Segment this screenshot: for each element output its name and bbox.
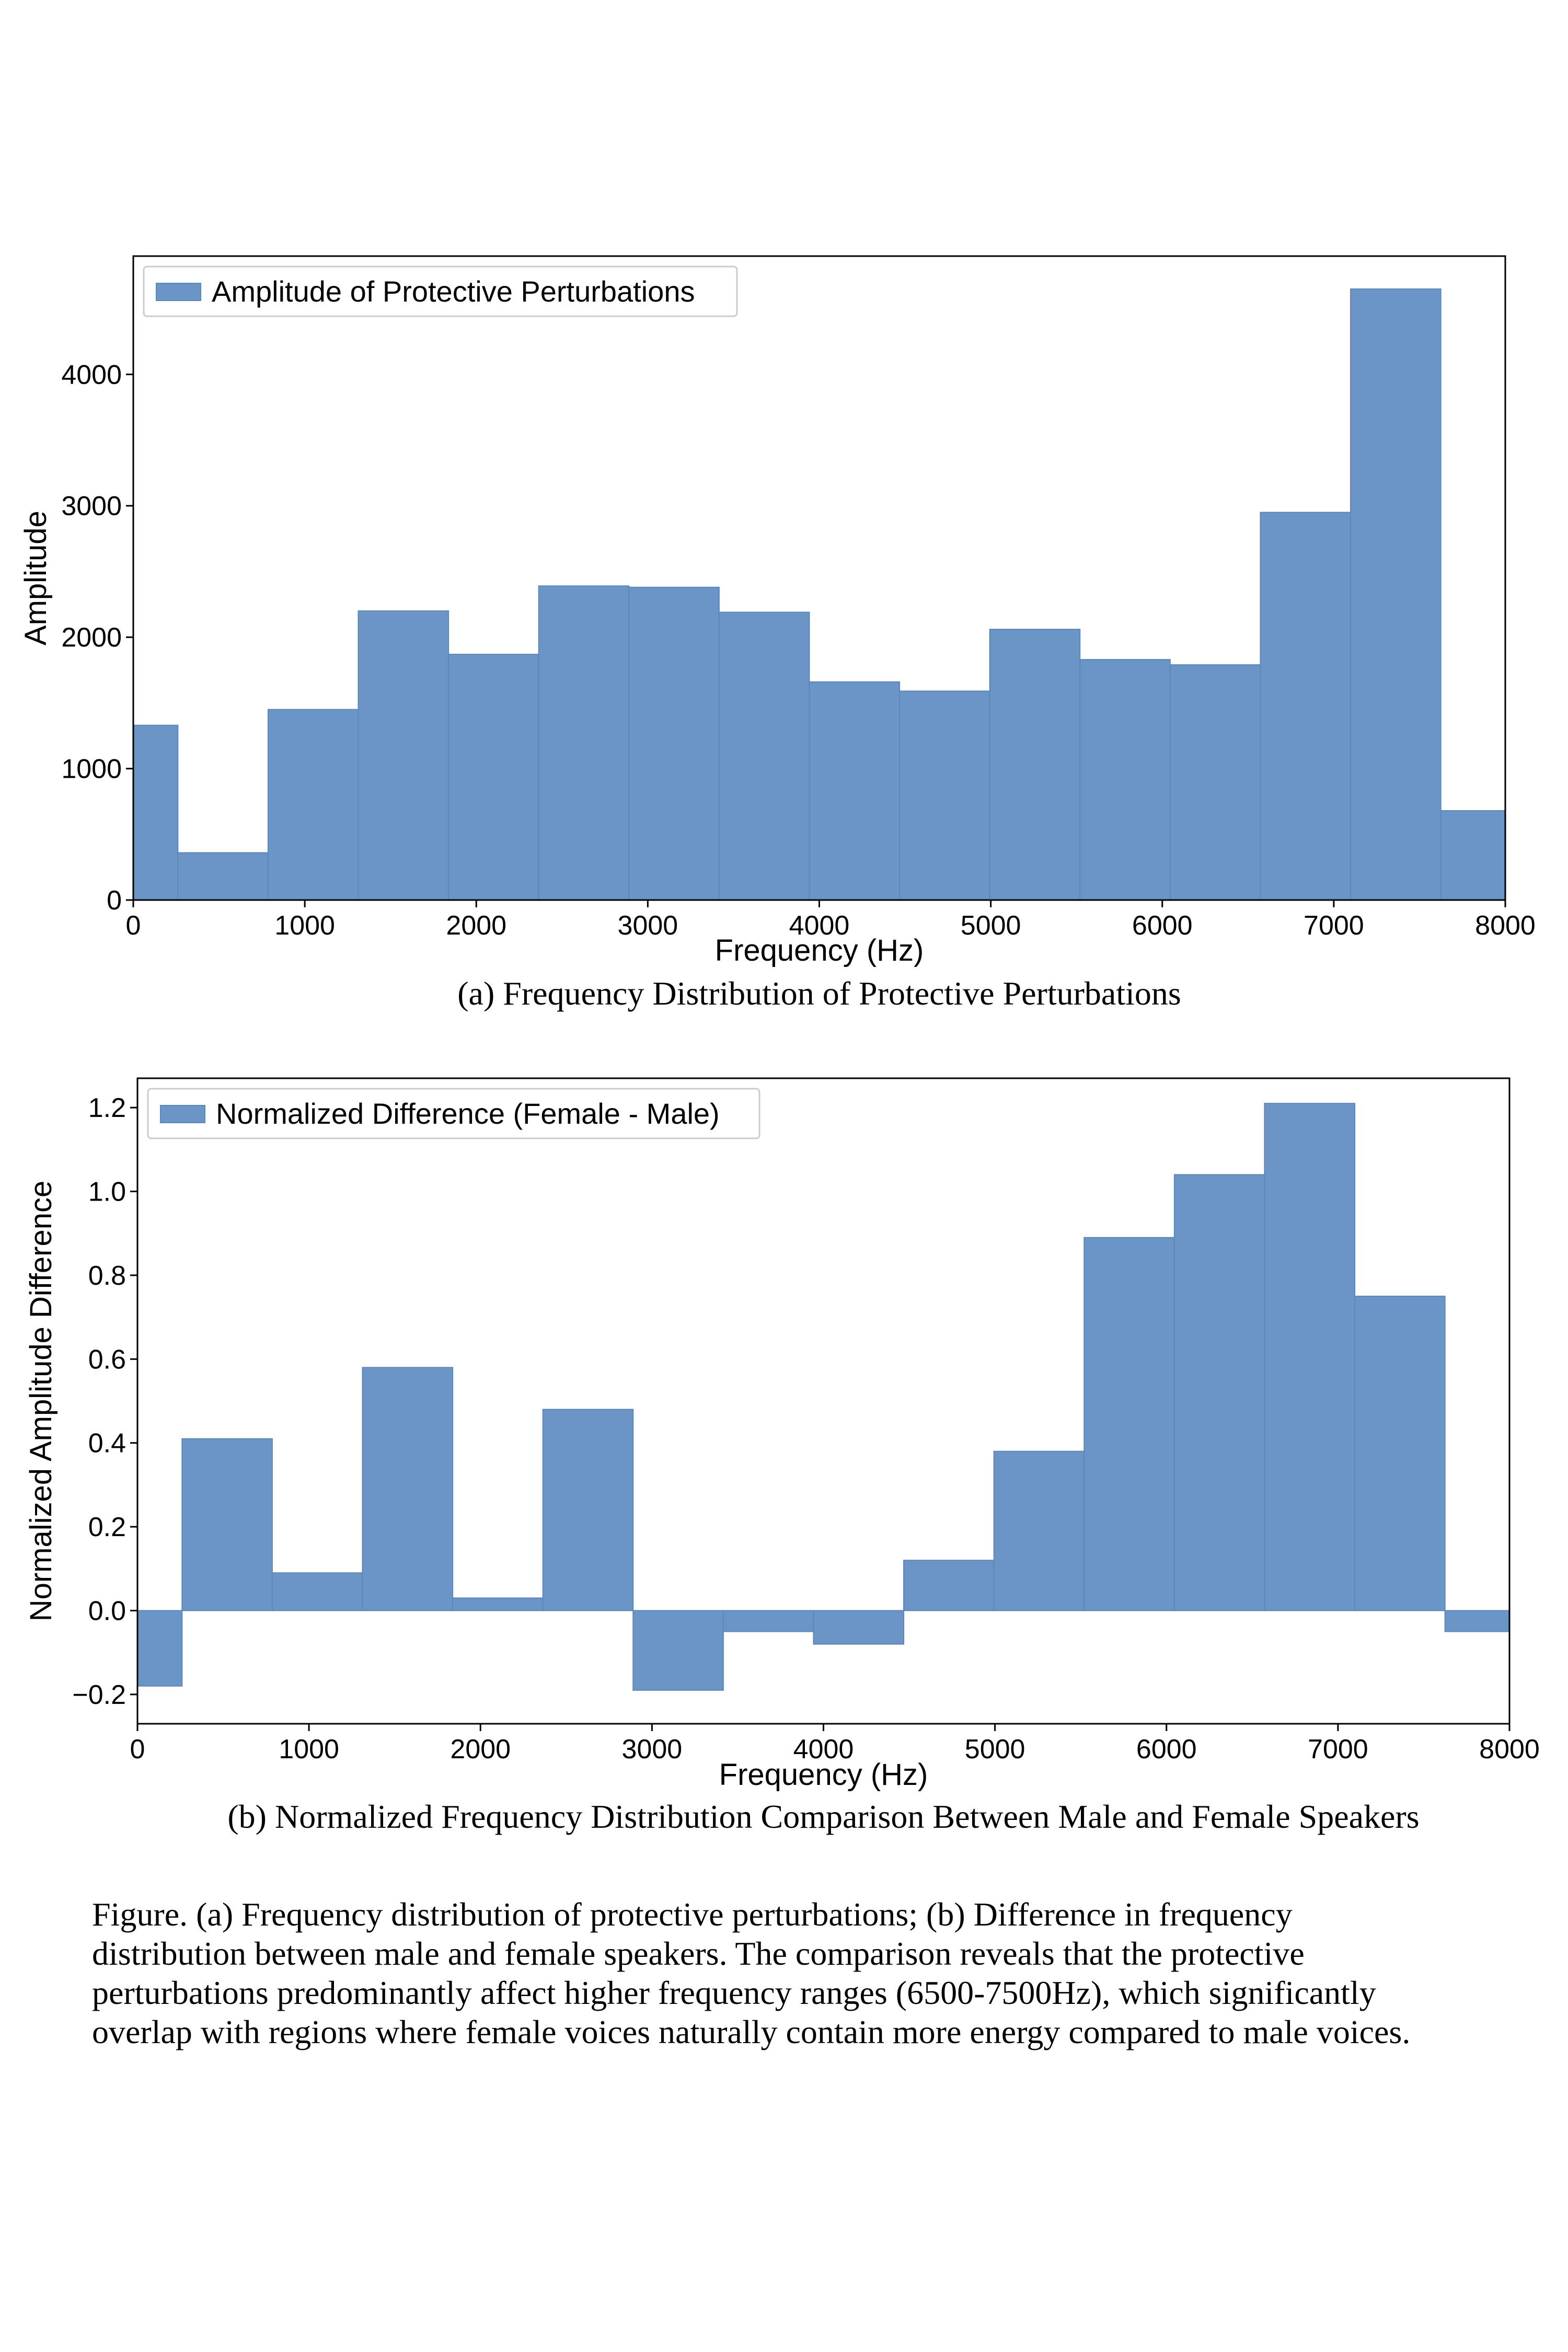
- figure-caption-line: perturbations predominantly affect highe…: [92, 1974, 1376, 2011]
- panel-b-difference-histogram: 0 1000 2000 3000 4000 5000 6000 7000 8000 −0.2 0.0…: [24, 1077, 1540, 1835]
- histogram-bar: [899, 690, 990, 901]
- panel-caption: (a) Frequency Distribution of Protective…: [457, 975, 1181, 1012]
- x-tick-label: 3000: [618, 910, 678, 941]
- y-tick-label: 1.0: [88, 1177, 126, 1207]
- figure-caption: Figure. (a) Frequency distribution of pr…: [92, 1895, 1529, 2051]
- legend-label: Amplitude of Protective Perturbations: [212, 275, 695, 308]
- histogram-bar: [137, 1610, 183, 1687]
- x-axis-label: Frequency (Hz): [719, 1758, 928, 1792]
- y-tick-label: 1000: [61, 754, 122, 785]
- y-tick-label: 1.2: [88, 1093, 126, 1123]
- histogram-bar: [993, 1450, 1085, 1611]
- x-tick-label: 0: [126, 910, 141, 941]
- histogram-bar: [1260, 512, 1352, 901]
- histogram-bar: [538, 585, 630, 901]
- histogram-bar: [181, 1438, 273, 1611]
- histogram-bar: [1083, 1237, 1175, 1611]
- x-tick-label: 6000: [1136, 1734, 1197, 1765]
- x-tick-label: 4000: [789, 910, 850, 941]
- legend-swatch: [160, 1105, 205, 1123]
- x-tick-label: 7000: [1304, 910, 1364, 941]
- y-tick-label: 4000: [61, 360, 122, 390]
- histogram-bar: [1079, 659, 1171, 901]
- y-tick-label: 0.8: [88, 1261, 126, 1291]
- histogram-bar: [1444, 1610, 1510, 1632]
- panel-caption: (b) Normalized Frequency Distribution Co…: [227, 1798, 1419, 1835]
- x-tick-label: 2000: [446, 910, 506, 941]
- histogram-bar: [448, 653, 539, 901]
- histogram-bar: [722, 1610, 814, 1632]
- x-tick-label: 4000: [793, 1734, 854, 1765]
- x-tick-label: 5000: [965, 1734, 1025, 1765]
- histogram-bar: [989, 629, 1081, 901]
- x-tick-label: 1000: [279, 1734, 339, 1765]
- panel-a-histogram: 0 1000 2000 3000 4000 5000 6000 7000 8000 0 1000 20…: [19, 255, 1536, 1012]
- histogram-bar: [1173, 1174, 1265, 1611]
- histogram-bar: [1264, 1103, 1356, 1611]
- histogram-bar: [718, 612, 810, 901]
- histogram-bar: [1350, 288, 1442, 901]
- histogram-bar: [1169, 664, 1261, 901]
- legend-box: [143, 266, 738, 317]
- y-tick-label: 0.4: [88, 1428, 126, 1459]
- histogram-bar: [809, 681, 901, 901]
- x-tick-label: 2000: [450, 1734, 511, 1765]
- legend-box: [147, 1088, 760, 1139]
- y-tick-label: 3000: [61, 491, 122, 522]
- histogram-bar: [903, 1560, 995, 1611]
- x-tick-label: 8000: [1479, 1734, 1540, 1765]
- y-axis-label: Amplitude: [19, 511, 53, 645]
- histogram-bar: [1354, 1296, 1446, 1611]
- legend-swatch: [156, 283, 201, 301]
- x-tick-label: 8000: [1475, 910, 1536, 941]
- histogram-bar: [267, 709, 359, 901]
- figure-caption-line: overlap with regions where female voices…: [92, 2013, 1411, 2050]
- x-tick-label: 7000: [1308, 1734, 1368, 1765]
- histogram-bar: [362, 1367, 454, 1611]
- histogram-bar: [1440, 810, 1506, 901]
- y-tick-label: −0.2: [72, 1680, 126, 1710]
- y-axis-label: Normalized Amplitude Difference: [24, 1181, 58, 1622]
- histogram-bar: [632, 1610, 724, 1691]
- x-tick-label: 1000: [274, 910, 335, 941]
- histogram-bar: [628, 586, 720, 901]
- histogram-bar: [542, 1409, 634, 1611]
- y-tick-label: 0.0: [88, 1596, 126, 1626]
- histogram-bar: [133, 724, 179, 901]
- x-tick-label: 0: [130, 1734, 145, 1765]
- legend-label: Normalized Difference (Female - Male): [216, 1097, 720, 1130]
- y-tick-label: 0.2: [88, 1512, 126, 1542]
- figure-caption-line: Figure. (a) Frequency distribution of pr…: [92, 1896, 1293, 1933]
- histogram-bar: [358, 610, 449, 901]
- x-tick-label: 5000: [961, 910, 1021, 941]
- y-tick-label: 0.6: [88, 1344, 126, 1375]
- x-axis-label: Frequency (Hz): [715, 933, 924, 967]
- figure-caption-line: distribution between male and female spe…: [92, 1935, 1305, 1972]
- x-tick-label: 6000: [1132, 910, 1193, 941]
- histogram-bar: [177, 852, 269, 901]
- y-tick-label: 2000: [61, 622, 122, 653]
- x-tick-label: 3000: [622, 1734, 683, 1765]
- histogram-bar: [271, 1572, 363, 1611]
- y-tick-label: 0: [107, 885, 122, 916]
- histogram-bar: [813, 1610, 905, 1645]
- histogram-bar: [452, 1597, 544, 1611]
